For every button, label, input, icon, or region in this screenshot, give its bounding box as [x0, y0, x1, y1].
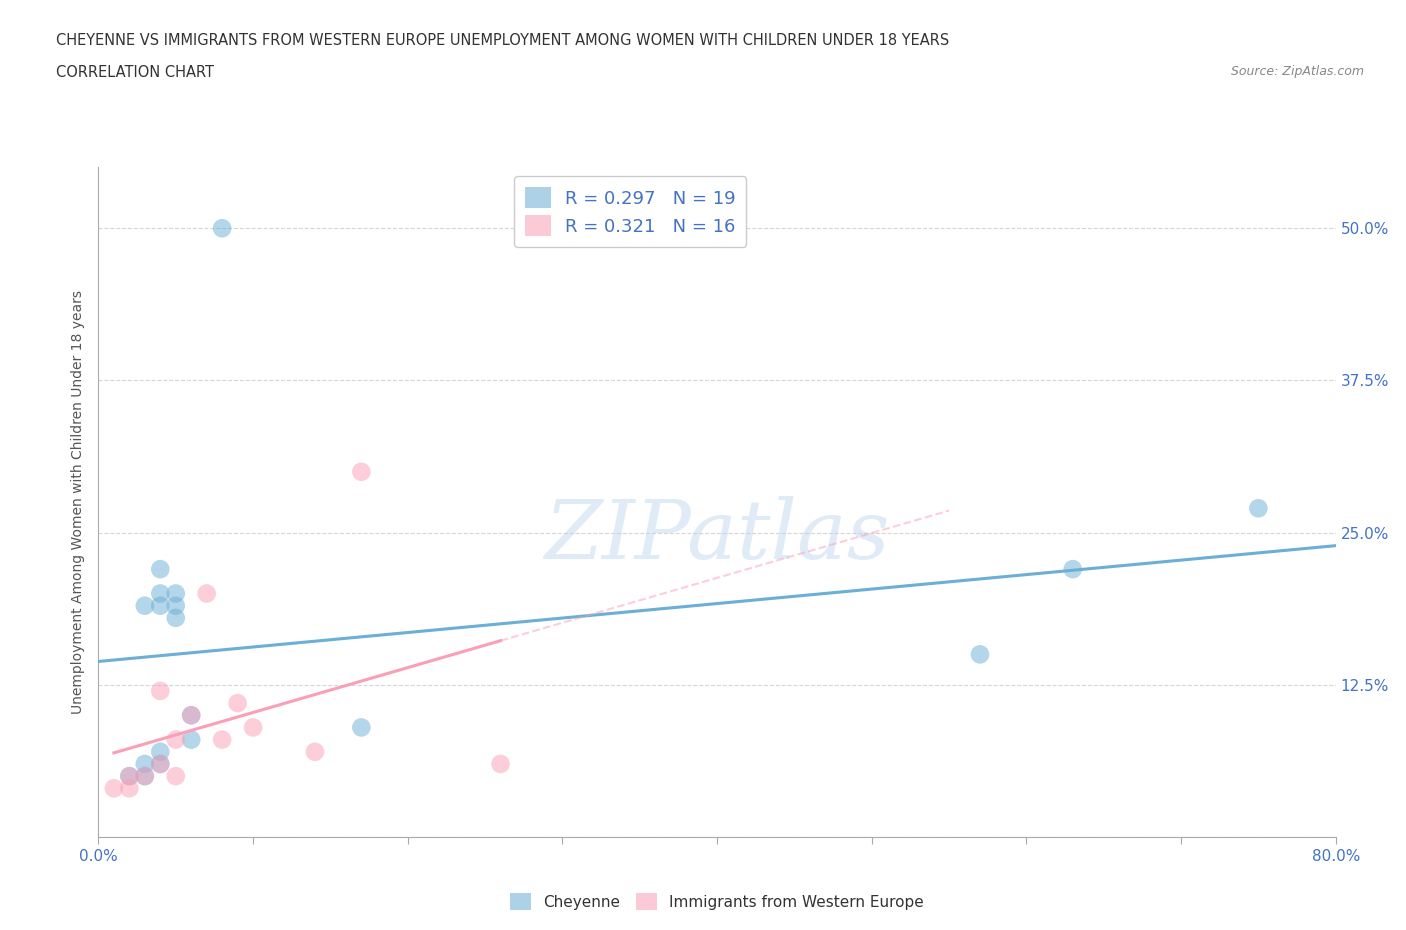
Point — [149, 744, 172, 759]
Point — [489, 756, 512, 771]
Point — [118, 769, 141, 784]
Text: CORRELATION CHART: CORRELATION CHART — [56, 65, 214, 80]
Point — [165, 769, 187, 784]
Point — [350, 464, 373, 479]
Point — [969, 647, 991, 662]
Point — [226, 696, 249, 711]
Point — [134, 769, 156, 784]
Point — [149, 598, 172, 613]
Point — [165, 610, 187, 625]
Text: Source: ZipAtlas.com: Source: ZipAtlas.com — [1230, 65, 1364, 78]
Point — [165, 732, 187, 747]
Point — [180, 708, 202, 723]
Text: CHEYENNE VS IMMIGRANTS FROM WESTERN EUROPE UNEMPLOYMENT AMONG WOMEN WITH CHILDRE: CHEYENNE VS IMMIGRANTS FROM WESTERN EURO… — [56, 33, 949, 47]
Point — [149, 586, 172, 601]
Point — [149, 756, 172, 771]
Point — [103, 781, 125, 796]
Point — [165, 598, 187, 613]
Point — [1247, 501, 1270, 516]
Point — [195, 586, 218, 601]
Point — [149, 756, 172, 771]
Point — [180, 708, 202, 723]
Point — [149, 684, 172, 698]
Point — [242, 720, 264, 735]
Point — [180, 732, 202, 747]
Point — [350, 720, 373, 735]
Text: ZIPatlas: ZIPatlas — [544, 496, 890, 576]
Legend: Cheyenne, Immigrants from Western Europe: Cheyenne, Immigrants from Western Europe — [503, 886, 931, 916]
Point — [1062, 562, 1084, 577]
Point — [149, 562, 172, 577]
Point — [211, 732, 233, 747]
Y-axis label: Unemployment Among Women with Children Under 18 years: Unemployment Among Women with Children U… — [70, 290, 84, 714]
Point — [211, 220, 233, 235]
Point — [134, 769, 156, 784]
Point — [134, 756, 156, 771]
Point — [118, 769, 141, 784]
Point — [165, 586, 187, 601]
Point — [134, 598, 156, 613]
Point — [304, 744, 326, 759]
Point — [118, 781, 141, 796]
